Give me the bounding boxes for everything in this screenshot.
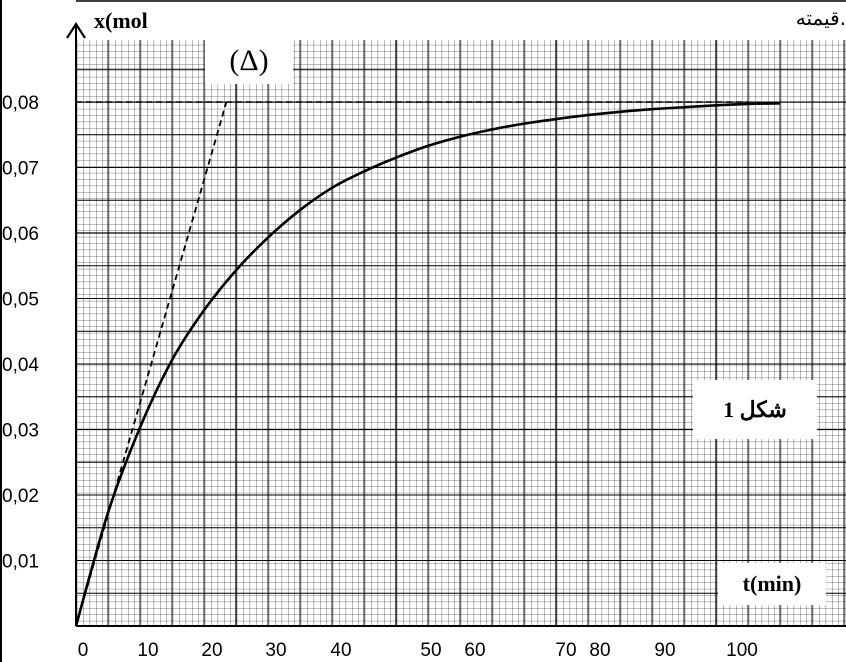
x-tick-label: 0 [78, 640, 89, 661]
x-tick-label: 80 [589, 640, 610, 661]
y-tick-label: 0,08 [2, 93, 39, 114]
series-curve [74, 102, 781, 627]
y-tick-label: 0,04 [2, 355, 39, 376]
x-tick-label: 20 [201, 640, 222, 661]
x-tick-labels: 0 10 20 30 40 50 60 70 80 90 100 [78, 640, 758, 661]
y-tick-label: 0,07 [2, 159, 39, 180]
x-tick-label: 50 [420, 640, 441, 661]
tangent-label-box [205, 34, 293, 84]
y-tick-label: 0,03 [2, 421, 39, 442]
y-tick-label: 0,05 [2, 290, 39, 311]
x-tick-label: 90 [654, 640, 675, 661]
plot-area [76, 40, 846, 626]
y-axis-label: x(mol [94, 8, 148, 33]
x-tick-label: 60 [464, 640, 485, 661]
x-tick-label: 40 [330, 640, 351, 661]
header-fragment-text: قيمته. [795, 6, 846, 30]
x-tick-label: 70 [555, 640, 576, 661]
x-tick-label: 10 [137, 640, 158, 661]
y-tick-label: 0,02 [2, 486, 39, 507]
figure-label-box [693, 380, 817, 439]
figure-label: شكل 1 [723, 397, 787, 422]
x-tick-label: 30 [265, 640, 286, 661]
y-tick-label: 0,06 [2, 224, 39, 245]
x-axis-label: t(min) [743, 571, 802, 596]
y-axis-arrow-icon [66, 21, 86, 39]
x-tick-label: 100 [726, 640, 758, 661]
xlabel-box [718, 563, 826, 605]
y-tick-labels: 0,01 0,02 0,03 0,04 0,05 0,06 0,07 0,08 [2, 93, 39, 573]
y-tick-label: 0,01 [2, 552, 39, 573]
ylabel-box [90, 4, 174, 34]
tangent-label: (Δ) [229, 44, 268, 77]
